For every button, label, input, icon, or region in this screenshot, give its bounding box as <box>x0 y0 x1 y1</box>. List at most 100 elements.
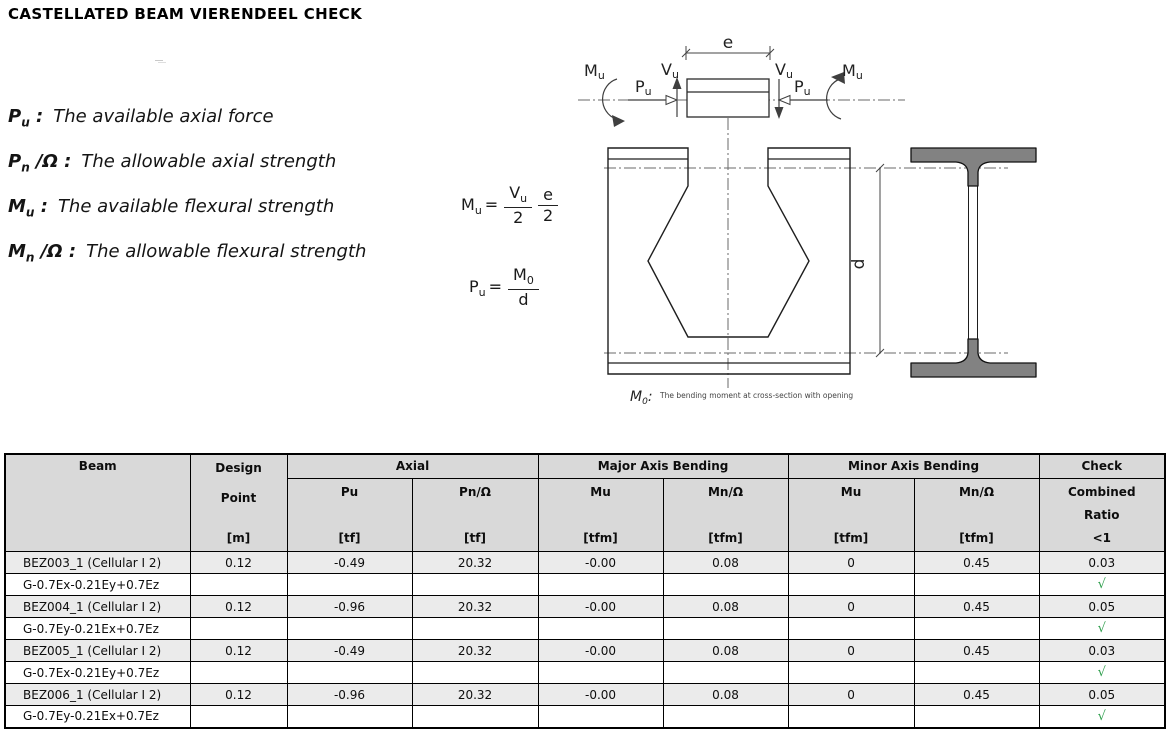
svg-text:Pu: Pu <box>794 77 811 98</box>
definition-pn-omega: Pn /Ω : The allowable axial strength <box>8 151 337 175</box>
cross-section <box>910 147 1037 378</box>
dim-e-label: e <box>723 33 733 53</box>
group-header-major-axis-bending: Major Axis Bending <box>537 453 789 479</box>
cell-pn-omega: 20.32 <box>411 595 539 618</box>
group-header-axial: Axial <box>286 453 539 479</box>
vu-label-left: V <box>661 60 672 79</box>
table-row-combination: G-0.7Ex-0.21Ey+0.7Ez √ <box>4 573 1166 596</box>
cell-mu-major: -0.00 <box>537 551 664 574</box>
section-top-flange <box>910 147 1037 187</box>
beam-elevation <box>607 147 851 375</box>
axial-arrow-right <box>777 94 828 106</box>
section-bottom-flange <box>910 338 1037 378</box>
cell-design-point: 0.12 <box>189 595 288 618</box>
section-web <box>968 164 978 356</box>
cell-mn-omega-minor: 0.45 <box>913 639 1040 662</box>
definition-mu: Mu : The available flexural strength <box>8 196 335 220</box>
col-header-combined-ratio: Combined Ratio <1 <box>1038 477 1166 552</box>
cell-beam-name: BEZ003_1 (Cellular I 2) <box>4 551 191 574</box>
cell-beam-name: BEZ006_1 (Cellular I 2) <box>4 683 191 706</box>
table-row-combination: G-0.7Ex-0.21Ey+0.7Ez √ <box>4 661 1166 684</box>
note-symbol: M <box>630 389 642 405</box>
table-row-beam: BEZ004_1 (Cellular I 2) 0.12 -0.96 20.32… <box>4 595 1166 618</box>
check-pass-icon: √ <box>1038 661 1166 684</box>
svg-text:d: d <box>849 259 869 270</box>
col-header-mn-omega-major: Mn/Ω [tfm] <box>662 477 789 552</box>
cell-beam-name: BEZ005_1 (Cellular I 2) <box>4 639 191 662</box>
cell-pn-omega: 20.32 <box>411 551 539 574</box>
table-row-combination: G-0.7Ey-0.21Ex+0.7Ez √ <box>4 705 1166 728</box>
svg-text:Mu: Mu <box>842 61 863 82</box>
check-pass-icon: √ <box>1038 705 1166 728</box>
cell-design-point: 0.12 <box>189 551 288 574</box>
dimension-e <box>681 46 775 60</box>
group-header-minor-axis-bending: Minor Axis Bending <box>787 453 1040 479</box>
cell-combined-ratio: 0.05 <box>1038 683 1166 706</box>
cell-mn-omega-minor: 0.45 <box>913 683 1040 706</box>
table-row-beam: BEZ005_1 (Cellular I 2) 0.12 -0.49 20.32… <box>4 639 1166 662</box>
cell-pu: -0.96 <box>286 683 413 706</box>
cell-load-combination: G-0.7Ey-0.21Ex+0.7Ez <box>4 617 191 640</box>
cell-mn-omega-major: 0.08 <box>662 595 789 618</box>
pu-label-right: P <box>794 77 804 96</box>
cell-combined-ratio: 0.03 <box>1038 551 1166 574</box>
definition-mn-omega: Mn /Ω : The allowable flexural strength <box>8 241 367 265</box>
col-header-mu-major: Mu [tfm] <box>537 477 664 552</box>
svg-text:M0:: M0: <box>630 389 653 407</box>
svg-text:Mu: Mu <box>584 61 605 82</box>
vierendeel-check-table: Beam Design Point [m] Axial Major Axis B… <box>4 453 1167 729</box>
cell-mu-minor: 0 <box>787 683 915 706</box>
centerlines <box>578 99 1008 388</box>
cell-mn-omega-major: 0.08 <box>662 639 789 662</box>
note-text: The bending moment at cross-section with… <box>659 391 853 400</box>
cell-pn-omega: 20.32 <box>411 639 539 662</box>
cell-design-point: 0.12 <box>189 639 288 662</box>
check-pass-icon: √ <box>1038 617 1166 640</box>
moment-arrow-right <box>825 72 845 120</box>
cell-combined-ratio: 0.05 <box>1038 595 1166 618</box>
cell-pn-omega: 20.32 <box>411 683 539 706</box>
col-header-beam: Beam <box>4 453 191 552</box>
cell-load-combination: G-0.7Ex-0.21Ey+0.7Ez <box>4 573 191 596</box>
cell-mu-minor: 0 <box>787 639 915 662</box>
svg-text:Vu: Vu <box>775 60 793 81</box>
tee-element <box>686 78 770 118</box>
cell-mu-major: -0.00 <box>537 595 664 618</box>
cell-mn-omega-major: 0.08 <box>662 683 789 706</box>
cell-load-combination: G-0.7Ey-0.21Ex+0.7Ez <box>4 705 191 728</box>
definition-text: The available axial force <box>53 106 274 127</box>
smudge-artifact <box>155 60 163 61</box>
axial-arrow-left <box>628 94 679 106</box>
mu-label-left: M <box>584 61 598 80</box>
dimension-d <box>875 163 885 358</box>
table-row-combination: G-0.7Ey-0.21Ex+0.7Ez √ <box>4 617 1166 640</box>
beam-diagram: e Mu Pu Vu Vu Pu Mu <box>578 33 1037 407</box>
svg-text:Pu: Pu <box>635 77 652 98</box>
col-header-pu: Pu [tf] <box>286 477 413 552</box>
pu-label-left: P <box>635 77 645 96</box>
col-header-mn-omega-minor: Mn/Ω [tfm] <box>913 477 1040 552</box>
table-row-beam: BEZ006_1 (Cellular I 2) 0.12 -0.96 20.32… <box>4 683 1166 706</box>
check-pass-icon: √ <box>1038 573 1166 596</box>
cell-combined-ratio: 0.03 <box>1038 639 1166 662</box>
shear-arrow-left <box>672 77 682 117</box>
shear-arrow-right <box>774 79 784 119</box>
cell-mu-major: -0.00 <box>537 639 664 662</box>
col-header-pn-omega: Pn/Ω [tf] <box>411 477 539 552</box>
cell-mn-omega-minor: 0.45 <box>913 551 1040 574</box>
cell-mu-major: -0.00 <box>537 683 664 706</box>
cell-mn-omega-minor: 0.45 <box>913 595 1040 618</box>
col-header-mu-minor: Mu [tfm] <box>787 477 915 552</box>
cell-pu: -0.49 <box>286 551 413 574</box>
definition-pu: Pu : The available axial force <box>8 106 274 130</box>
dim-d-label: d <box>849 259 869 270</box>
cell-pu: -0.49 <box>286 639 413 662</box>
cell-beam-name: BEZ004_1 (Cellular I 2) <box>4 595 191 618</box>
definition-text: The allowable axial strength <box>81 151 337 172</box>
fraction-m0-d: M0 d <box>508 265 539 309</box>
table-row-beam: BEZ003_1 (Cellular I 2) 0.12 -0.49 20.32… <box>4 551 1166 574</box>
svg-text:Vu: Vu <box>661 60 679 81</box>
cell-load-combination: G-0.7Ex-0.21Ey+0.7Ez <box>4 661 191 684</box>
